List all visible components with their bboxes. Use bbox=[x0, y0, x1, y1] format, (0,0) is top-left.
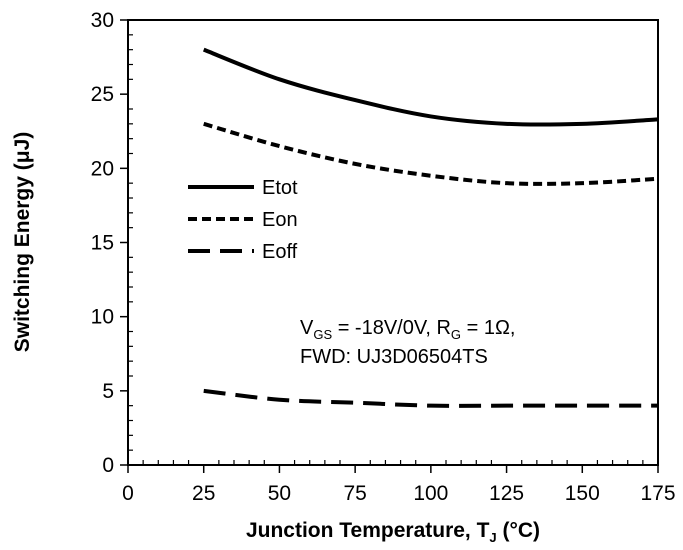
series-line-eoff bbox=[203, 388, 658, 408]
series-line-eon bbox=[203, 121, 659, 186]
x-tick-label: 75 bbox=[343, 482, 366, 505]
annotation-line-2: FWD: UJ3D06504TS bbox=[300, 346, 488, 368]
legend: Etot Eon Eoff bbox=[188, 177, 298, 263]
legend-label-eoff: Eoff bbox=[262, 241, 298, 263]
y-tick-label: 30 bbox=[91, 9, 114, 32]
x-tick-label: 50 bbox=[268, 482, 291, 505]
legend-label-eon: Eon bbox=[262, 209, 298, 231]
y-tick-label: 5 bbox=[102, 380, 114, 403]
y-axis-title: Switching Energy (μJ) bbox=[11, 132, 34, 353]
x-axis-title: Junction Temperature, TJ (°C) bbox=[246, 519, 540, 545]
x-tick-label: 125 bbox=[489, 482, 524, 505]
x-tick-label: 150 bbox=[565, 482, 600, 505]
x-tick-label: 175 bbox=[640, 482, 675, 505]
legend-label-etot: Etot bbox=[262, 177, 298, 199]
annotation-line-1: VGS = -18V/0V, RG = 1Ω, bbox=[300, 317, 515, 342]
x-tick-label: 100 bbox=[413, 482, 448, 505]
x-tick-label: 0 bbox=[122, 482, 134, 505]
y-tick-label: 0 bbox=[102, 454, 114, 477]
y-tick-label: 15 bbox=[91, 232, 114, 255]
series-line-etot bbox=[202, 47, 659, 127]
y-tick-label: 25 bbox=[91, 83, 114, 106]
plot-frame bbox=[127, 19, 659, 466]
x-tick-label: 25 bbox=[192, 482, 215, 505]
y-tick-label: 20 bbox=[91, 157, 114, 180]
y-tick-label: 10 bbox=[91, 306, 114, 329]
